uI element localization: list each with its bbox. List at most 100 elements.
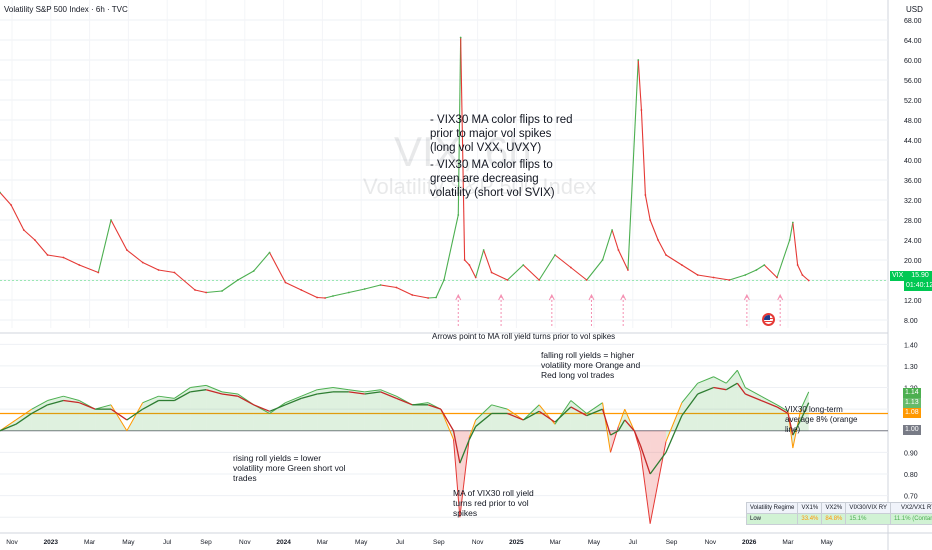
- roll-yield-ma-segment: [190, 389, 207, 393]
- main-y-tick-label: 68.00: [904, 18, 922, 25]
- roll-yield-ma-segment: [633, 430, 642, 447]
- roll-yield-ma-segment: [285, 397, 302, 406]
- vix-segment: [665, 254, 683, 266]
- vix-point: [640, 109, 643, 111]
- main-y-tick-label: 56.00: [904, 78, 922, 85]
- roll-yield-segment: [301, 389, 318, 397]
- stats-value-cell: 11.1% (Contango): [889, 513, 932, 525]
- indicator-y-tick-label: 1.30: [904, 364, 918, 371]
- stats-header-cell: Volatility Regime: [745, 502, 799, 514]
- vix-segment: [412, 294, 429, 299]
- vix-segment: [142, 262, 159, 271]
- vix-segment: [468, 264, 477, 278]
- vix-segment: [729, 274, 746, 281]
- roll-yield-fill: [301, 389, 318, 431]
- vix-point: [157, 269, 160, 271]
- roll-yield-ma-segment: [792, 419, 802, 436]
- x-tick-label: 2024: [276, 539, 291, 546]
- roll-yield-segment: [725, 369, 738, 384]
- volatility-stats-table: Volatility Regime VX1% VX2% VIX30/VIX RY…: [745, 502, 932, 525]
- vix-segment: [802, 274, 810, 281]
- vix-segment: [657, 239, 667, 256]
- vix-segment: [10, 204, 25, 231]
- roll-yield-ma-segment: [468, 426, 477, 440]
- vix-point: [236, 279, 239, 281]
- roll-yield-fill: [364, 389, 381, 431]
- vix-point: [463, 259, 466, 261]
- roll-yield-ma-segment: [475, 412, 492, 427]
- roll-yield-ma-segment: [649, 451, 667, 475]
- roll-yield-fill: [555, 400, 571, 431]
- vix-price-tag: VIX 15.90: [890, 271, 932, 281]
- roll-yield-segment: [174, 387, 191, 399]
- roll-yield-ma-segment: [538, 410, 556, 423]
- vix-point: [324, 297, 326, 299]
- x-tick-label: May: [821, 539, 834, 546]
- roll-yield-segment: [570, 400, 588, 414]
- vix-segment: [253, 252, 270, 272]
- roll-yield-segment: [459, 437, 470, 518]
- roll-yield-segment: [380, 389, 397, 397]
- vix-point: [284, 281, 287, 284]
- vix-point: [585, 279, 588, 281]
- roll-yield-segment: [468, 419, 477, 438]
- roll-yield-segment: [440, 408, 454, 440]
- vix-segment: [317, 296, 326, 299]
- roll-yield-segment: [31, 400, 48, 410]
- roll-yield-fill: [142, 396, 159, 431]
- x-tick-label: Mar: [550, 539, 562, 546]
- vix-point: [680, 264, 683, 266]
- vix-segment: [681, 264, 699, 276]
- vix-point: [205, 291, 208, 294]
- vix-point: [427, 297, 430, 299]
- roll-yield-ma-segment: [640, 445, 651, 475]
- vix-point: [221, 290, 223, 292]
- roll-yield-ma-segment: [364, 391, 381, 395]
- vix-segment: [428, 296, 437, 299]
- stats-header-cell: VX2%: [821, 502, 847, 514]
- vix-segment: [194, 289, 207, 294]
- vix-point: [459, 36, 462, 39]
- x-tick-label: Mar: [317, 539, 329, 546]
- x-tick-label: 2023: [44, 539, 59, 546]
- roll-yield-segment: [221, 391, 238, 395]
- vix-segment: [570, 267, 588, 281]
- x-tick-label: Nov: [6, 539, 18, 546]
- roll-yield-segment: [745, 387, 762, 397]
- x-tick-label: Nov: [472, 539, 484, 546]
- roll-yield-fill: [285, 396, 302, 431]
- us-flag-icon[interactable]: [762, 313, 775, 326]
- stats-header-cell: VX1%: [797, 502, 823, 514]
- roll-yield-ma-segment: [610, 430, 619, 436]
- vix-segment: [611, 229, 619, 251]
- roll-yield-segment: [126, 402, 144, 432]
- vix-segment: [301, 289, 318, 298]
- roll-yield-ma-segment: [47, 399, 64, 406]
- vix-segment: [110, 219, 128, 251]
- main-y-tick-label: 64.00: [904, 38, 922, 45]
- vix-segment: [380, 284, 397, 289]
- indicator-label-1: 1.14: [903, 388, 921, 398]
- main-y-tick-label: 44.00: [904, 138, 922, 145]
- vix-segment: [627, 59, 639, 271]
- roll-yield-segment: [800, 391, 810, 410]
- vix-segment: [23, 229, 36, 241]
- vix-point: [744, 274, 747, 276]
- watermark-symbol: VIX, 6h: [394, 128, 532, 175]
- stats-header-cell: VIX30/VIX RY: [845, 502, 891, 514]
- roll-yield-segment: [617, 408, 626, 427]
- roll-yield-segment: [205, 384, 223, 393]
- indicator-label-3: 1.08: [903, 408, 921, 418]
- vix-price-label: 15.90: [911, 272, 929, 279]
- roll-yield-fill: [570, 400, 587, 431]
- vix-point: [316, 296, 319, 299]
- roll-yield-segment: [624, 408, 635, 431]
- watermark-name: Volatility S&P 500 Index: [363, 174, 597, 199]
- roll-yield-segment: [491, 404, 508, 410]
- x-tick-label: Nov: [705, 539, 717, 546]
- roll-yield-segment: [507, 408, 524, 421]
- x-tick-label: Jul: [629, 539, 638, 546]
- vix-segment: [776, 239, 791, 278]
- annotation-spike-red: - VIX30 MA color flips to red prior to m…: [430, 114, 573, 154]
- roll-yield-ma-segment: [745, 393, 762, 402]
